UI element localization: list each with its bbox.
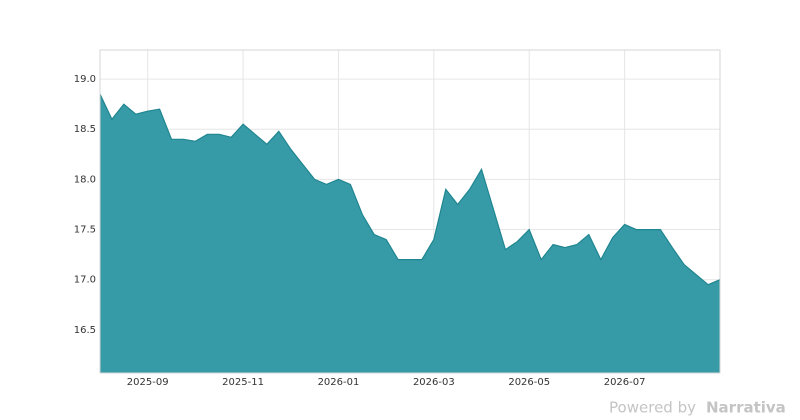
footer-prefix: Powered by (609, 399, 696, 417)
y-tick-label: 17.0 (74, 275, 96, 286)
line (99, 93, 721, 286)
plot-border (99, 49, 721, 374)
y-tick-label: 17.5 (74, 225, 96, 236)
x-tick-label: 2026-07 (604, 377, 646, 388)
y-tick-label: 16.5 (74, 325, 96, 336)
x-tick-label: 2026-05 (508, 377, 550, 388)
x-tick-label: 2026-01 (318, 377, 360, 388)
footer-brand: Narrativa (706, 399, 786, 417)
y-tick-label: 19.0 (74, 74, 96, 85)
y-tick-label: 18.0 (74, 174, 96, 185)
x-tick-label: 2025-09 (127, 377, 169, 388)
x-tick-label: 2025-11 (222, 377, 264, 388)
area (100, 94, 720, 373)
y-tick-label: 18.5 (74, 124, 96, 135)
x-tick-label: 2026-03 (413, 377, 455, 388)
